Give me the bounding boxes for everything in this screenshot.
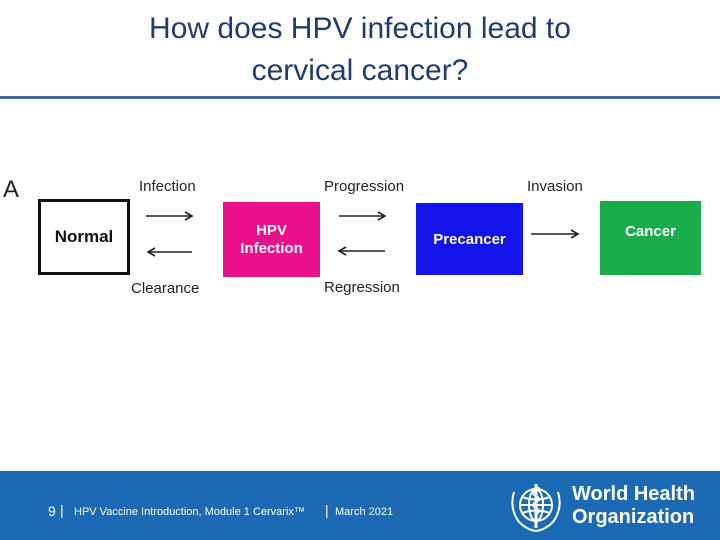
arrow-invasion: [531, 229, 580, 239]
edge-label-invasion: Invasion: [527, 178, 583, 195]
edge-label-regression: Regression: [324, 279, 400, 296]
node-hpv-infection: HPV Infection: [223, 202, 320, 277]
slide-title-line-1: How does HPV infection lead to: [149, 12, 571, 45]
node-cancer: Cancer: [600, 201, 701, 275]
node-hpv-label-line-1: HPV: [256, 221, 287, 239]
edge-label-progression: Progression: [324, 178, 405, 195]
footer-bar: [0, 471, 720, 540]
who-wordmark: World Health Organization: [572, 483, 695, 529]
footer-separator: |: [325, 502, 329, 518]
node-hpv-label-line-2: Infection: [240, 239, 303, 257]
who-wordmark-line-1: World Health: [572, 483, 695, 505]
node-normal: Normal: [38, 199, 130, 275]
arrow-infection: [146, 211, 194, 221]
node-precancer: Precancer: [416, 203, 523, 275]
slide-title: How does HPV infection lead to cervical …: [40, 8, 680, 92]
edge-label-clearance: Clearance: [131, 280, 200, 297]
slide-title-line-2: cervical cancer?: [251, 54, 469, 87]
who-emblem-icon: [511, 484, 561, 532]
page-number: 9: [48, 503, 56, 519]
edge-label-infection: Infection: [139, 178, 196, 195]
footer-date: March 2021: [335, 506, 394, 518]
arrow-progression: [339, 211, 387, 221]
arrow-regression: [337, 246, 385, 256]
footer-separator: |: [60, 502, 64, 518]
who-wordmark-line-2: Organization: [572, 506, 695, 528]
title-divider: [0, 96, 720, 99]
panel-letter: A: [3, 176, 20, 203]
footer-course-title: HPV Vaccine Introduction, Module 1 Cerva…: [74, 506, 305, 518]
arrow-clearance: [146, 247, 192, 257]
